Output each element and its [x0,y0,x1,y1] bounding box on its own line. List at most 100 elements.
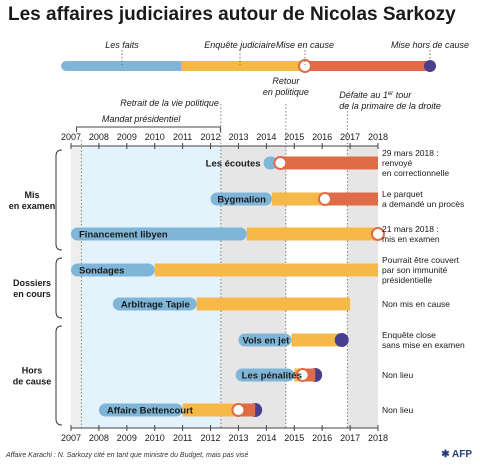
faits-bar [238,333,292,347]
enquete-bar [246,227,378,241]
defaite-label: Défaite au 1er tour [339,90,412,100]
faits-bar [210,192,272,206]
affair-note: Non lieu [382,370,413,380]
x-tick-label: 2009 [117,433,137,443]
affair-note: Non lieu [382,405,413,415]
enquete-bar [196,297,351,311]
affair-name: Les pénalités [242,371,302,382]
mise-en-cause-dot [317,192,332,206]
affair-note: Non mis en cause [382,299,450,309]
mise-en-cause-dot [231,403,246,417]
affair-note: Pourrait être couvert [382,255,460,265]
afp-logo: ✱ AFP [441,449,472,460]
retrait-band [220,146,286,428]
mandat-bracket [76,126,221,132]
x-tick-label: 2015 [284,132,304,142]
x-tick-label: 2009 [117,132,137,142]
enquete-bar [182,403,239,417]
affair-name: Sondages [79,266,124,277]
affair-note: Enquête close [382,330,436,340]
x-tick-label: 2011 [173,433,192,443]
x-tick-label: 2014 [256,132,276,142]
affair-name: Les écoutes [206,159,261,170]
affair-note: Le parquet [382,189,423,199]
group-label-2: en cours [13,289,51,299]
x-tick-label: 2013 [228,132,248,142]
x-tick-label: 2008 [89,433,109,443]
affair-row [71,263,378,277]
mise-en-cause-dot [371,227,385,241]
x-tick-label: 2018 [368,132,388,142]
defaite-band [347,146,378,428]
legend-faits-label: Les faits [105,40,139,50]
faits-bar [112,297,197,311]
x-tick-label: 2007 [61,132,81,142]
x-tick-label: 2017 [340,132,360,142]
group-label-2: en examen [9,201,56,211]
affair-row [238,333,349,347]
group-label: Hors [22,366,43,376]
afp-star-icon: ✱ [441,449,450,460]
x-tick-label: 2011 [173,132,192,142]
affair-row [235,368,323,382]
x-tick-label: 2014 [256,433,276,443]
affair-row [112,297,351,311]
affair-note: mis en examen [382,234,440,244]
faits-bar [71,227,247,241]
mise-en-cause-bar [324,192,378,206]
faits-bar [235,368,295,382]
group-bracket [55,149,63,251]
affair-note: présidentielle [382,275,432,285]
x-tick-label: 2012 [201,433,221,443]
x-tick-label: 2008 [89,132,109,142]
affair-note: sans mise en examen [382,340,465,350]
affair-name: Arbitrage Tapie [121,300,190,311]
x-tick-label: 2015 [284,433,304,443]
x-tick-label: 2007 [61,433,81,443]
group-label: Dossiers [13,278,51,288]
legend-enquete-bar [181,61,305,71]
affair-note: 29 mars 2018 : [382,148,439,158]
hors-de-cause-dot [334,333,349,347]
group-bracket [55,325,63,426]
retrait-label: Retrait de la vie politique [120,98,219,108]
group-label: Mis [24,190,39,200]
affair-row [71,227,385,241]
faits-bar [71,263,155,277]
mandat-band [81,146,221,428]
legend-hors-label: Mise hors de cause [391,40,469,50]
x-tick-label: 2010 [145,433,165,443]
affair-row [210,192,378,206]
affair-note: par son immunité [382,265,447,275]
mise-en-cause-dot [295,368,310,382]
x-tick-label: 2013 [228,433,248,443]
affair-name: Vols en jet [242,336,290,347]
enquete-bar [271,192,325,206]
chart-title: Les affaires judiciaires autour de Nicol… [8,4,456,25]
enquete-bar [154,263,378,277]
x-tick-label: 2016 [312,132,332,142]
affair-row [263,156,378,170]
x-tick-label: 2018 [368,433,388,443]
affair-note: a demandé un procès [382,199,464,209]
group-bracket [55,257,63,319]
x-tick-label: 2012 [201,132,221,142]
legend-mise-en-cause-label: Mise en cause [276,40,334,50]
faits-bar [263,156,278,170]
faits-bar [98,403,183,417]
retour-label: Retour [272,76,300,86]
retour-label-2: en politique [263,87,309,97]
defaite-label-2: de la primaire de la droite [339,101,441,111]
legend-mise-en-cause-bar [305,61,430,71]
legend-mise-en-cause-dot [298,59,312,73]
affair-name: Affaire Bettencourt [107,406,194,417]
afp-source: AFP [452,449,472,460]
footer-note: Affaire Karachi : N. Sarkozy cité en tan… [6,452,249,459]
affair-note: 21 mars 2018 : [382,224,439,234]
legend-enquete-label: Enquête judiciaire [204,40,276,50]
affair-row [98,403,263,417]
mise-en-cause-dot [273,156,288,170]
affair-name: Financement libyen [79,230,168,241]
group-label-2: de cause [13,377,52,387]
